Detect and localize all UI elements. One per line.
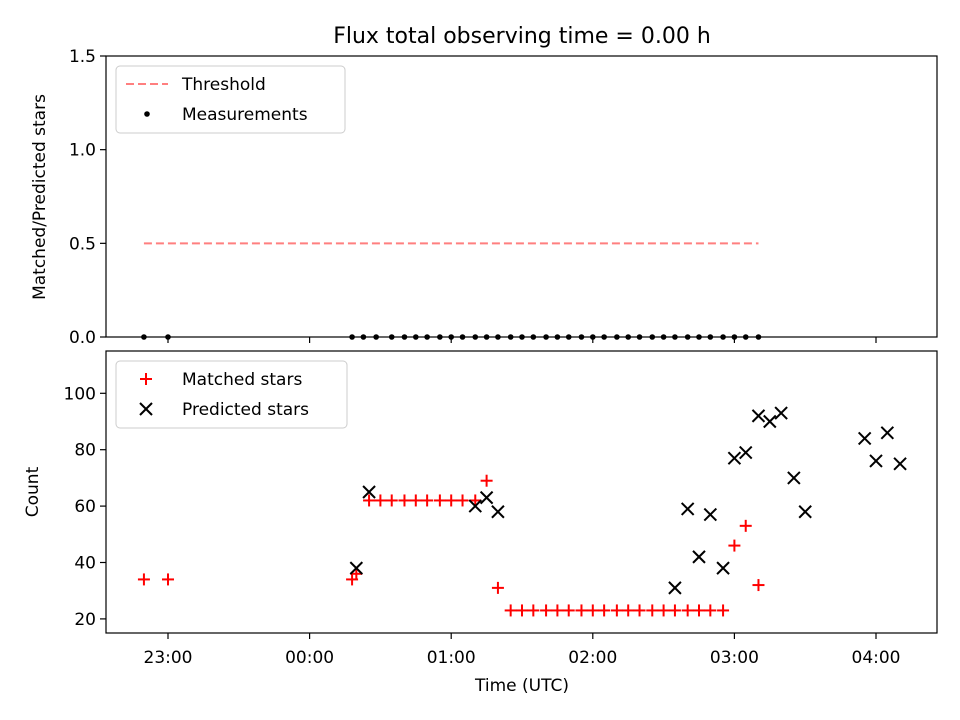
- predicted-star-point: [787, 471, 801, 485]
- predicted-star-point: [857, 431, 872, 446]
- predicted-star-point: [491, 505, 505, 519]
- matched-star-point: [646, 604, 659, 617]
- matched-star-point: [562, 604, 575, 617]
- count-y-tick-label: 40: [74, 554, 96, 574]
- count-y-tick-label: 20: [74, 610, 96, 630]
- matched-star-point: [385, 494, 398, 507]
- ratio-y-tick-label: 1.5: [69, 47, 96, 67]
- x-tick-label: 00:00: [285, 648, 334, 668]
- legend-predicted-swatch: [139, 402, 153, 416]
- predicted-star-point: [893, 457, 907, 471]
- matched-star-point: [540, 604, 553, 617]
- count-y-tick-label: 60: [74, 497, 96, 517]
- legend-matched-swatch: [140, 373, 152, 385]
- matched-star-point: [575, 604, 588, 617]
- matched-star-point: [162, 573, 174, 586]
- ratio-y-ticks: 0.0 0.5 1.0 1.5: [69, 47, 106, 348]
- predicted-star-point: [716, 561, 730, 575]
- matched-star-point: [717, 604, 730, 617]
- matched-star-point: [527, 604, 540, 617]
- predicted-star-point: [880, 426, 895, 440]
- count-panel: 20 40 60 80 100 23:00 00:00 01:00 02:00 03:00 04:…: [23, 350, 938, 696]
- predicted-star-point: [468, 499, 482, 513]
- x-tick-label: 01:00: [427, 648, 476, 668]
- count-y-ticks: 20 40 60 80 100: [64, 384, 106, 630]
- count-legend-box: [115, 360, 348, 429]
- matched-star-point: [752, 579, 765, 592]
- ratio-y-tick-label: 1.0: [69, 141, 96, 161]
- matched-star-point: [491, 581, 504, 594]
- matched-star-point: [693, 604, 705, 617]
- ratio-legend-box: [115, 65, 346, 134]
- x-tick-label: 02:00: [568, 648, 617, 668]
- ratio-y-axis-label: Matched/Predicted stars: [30, 94, 50, 300]
- matched-star-point: [433, 494, 446, 507]
- matched-star-point: [681, 604, 694, 617]
- predicted-star-point: [763, 414, 777, 429]
- x-tick-label: 23:00: [144, 648, 193, 668]
- matched-star-point: [622, 604, 635, 617]
- predicted-star-point: [680, 502, 695, 516]
- predicted-star-point: [869, 454, 883, 468]
- predicted-star-point: [692, 550, 706, 564]
- matched-star-point: [363, 494, 376, 507]
- matched-star-point: [398, 494, 411, 507]
- legend-threshold-label: Threshold: [181, 75, 266, 95]
- matched-star-point: [456, 494, 469, 507]
- count-points: [137, 406, 907, 617]
- predicted-star-point: [774, 406, 788, 420]
- predicted-star-point: [349, 561, 364, 575]
- matched-star-point: [350, 567, 363, 580]
- predicted-star-point: [727, 451, 742, 465]
- ratio-y-tick-label: 0.5: [69, 234, 96, 254]
- ratio-legend: Threshold Measurements: [115, 65, 346, 134]
- ratio-x-ticks: [167, 337, 877, 343]
- predicted-star-point: [703, 507, 718, 522]
- legend-predicted-label: Predicted stars: [182, 400, 309, 420]
- matched-star-point: [409, 494, 422, 507]
- ratio-panel: Flux total observing time = 0.00 h 0.00.…: [30, 24, 938, 348]
- count-legend: Matched stars Predicted stars: [115, 360, 348, 429]
- matched-star-point: [421, 494, 434, 507]
- matched-star-point: [668, 604, 681, 617]
- matched-star-point: [469, 494, 482, 507]
- matched-star-point: [374, 494, 387, 507]
- matched-star-point: [598, 604, 611, 617]
- chart-title: Flux total observing time = 0.00 h: [333, 24, 711, 49]
- count-y-axis-label: Count: [23, 466, 43, 517]
- matched-star-point: [633, 604, 646, 617]
- legend-measurements-swatch: [144, 111, 150, 117]
- matched-star-point: [480, 474, 493, 487]
- count-x-ticks: 23:00 00:00 01:00 02:00 03:00 04:00: [144, 633, 901, 668]
- predicted-star-point: [798, 505, 812, 519]
- count-y-tick-label: 100: [64, 384, 96, 404]
- matched-star-point: [137, 573, 150, 586]
- ratio-y-tick-label: 0.0: [69, 328, 96, 348]
- matched-star-point: [728, 539, 741, 552]
- matched-star-point: [704, 604, 717, 617]
- x-tick-label: 04:00: [852, 648, 901, 668]
- matched-star-point: [657, 604, 670, 617]
- predicted-star-point: [479, 490, 494, 505]
- matched-star-point: [610, 604, 623, 617]
- matched-star-point: [516, 604, 528, 617]
- legend-measurements-label: Measurements: [182, 105, 308, 125]
- predicted-star-point: [668, 581, 682, 595]
- count-axes-frame: [105, 350, 938, 634]
- ratio-axes-frame: [105, 55, 938, 338]
- matched-star-point: [739, 519, 752, 532]
- matched-star-point: [504, 604, 517, 617]
- count-y-tick-label: 80: [74, 441, 96, 461]
- legend-matched-label: Matched stars: [182, 370, 302, 390]
- predicted-star-point: [751, 409, 766, 423]
- x-axis-label: Time (UTC): [474, 676, 569, 696]
- matched-star-point: [551, 604, 564, 617]
- predicted-star-point: [739, 445, 753, 460]
- x-tick-label: 03:00: [710, 648, 759, 668]
- predicted-star-point: [362, 485, 376, 499]
- matched-star-point: [445, 494, 458, 507]
- matched-star-point: [586, 604, 599, 617]
